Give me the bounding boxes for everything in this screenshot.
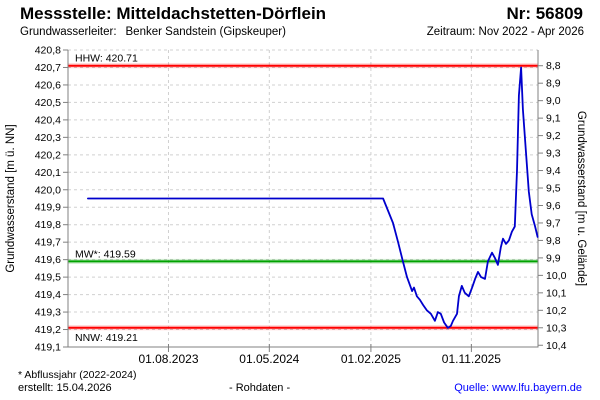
- y-left-tick-label: 420,2: [35, 149, 61, 161]
- y-left-tick-label: 420,7: [35, 62, 61, 74]
- y-right-tick-label: 10,2: [546, 305, 567, 317]
- y-right-tick-label: 9,1: [546, 113, 561, 125]
- y-left-tick-label: 419,9: [35, 202, 61, 214]
- y-right-tick-label: 9,2: [546, 130, 561, 142]
- hhw-label: HHW: 420.71: [75, 53, 138, 65]
- y-left-tick-label: 420,0: [35, 184, 61, 196]
- reference-lines: HHW: 420.71 MW*: 419.59 NNW: 419.21: [68, 53, 538, 344]
- period-label: Zeitraum: Nov 2022 - Apr 2026: [426, 26, 584, 38]
- nnw-label: NNW: 419.21: [75, 332, 138, 344]
- aquifer-label: Grundwasserleiter:: [20, 26, 117, 38]
- y-right-tick-label: 9,5: [546, 183, 561, 195]
- y-right-tick-label: 9,8: [546, 235, 561, 247]
- x-tick-label: 01.11.2025: [442, 352, 501, 366]
- footnote-abflussjahr: * Abflussjahr (2022-2024): [18, 369, 137, 381]
- y-right-tick-label: 9,4: [546, 165, 561, 177]
- y-left-tick-label: 419,8: [35, 219, 61, 231]
- y-right-tick-label: 9,3: [546, 148, 561, 160]
- y-left-tick-label: 420,6: [35, 79, 61, 91]
- y-left-tick-label: 419,2: [35, 324, 61, 336]
- y-right-tick-label: 9,9: [546, 252, 561, 264]
- data-type-label: - Rohdaten -: [229, 382, 291, 394]
- y-right-tick-label: 8,9: [546, 78, 561, 90]
- y-left-tick-label: 419,3: [35, 307, 61, 319]
- station-number: Nr: 56809: [506, 4, 583, 23]
- grid: [68, 49, 538, 348]
- plot-frame: [67, 50, 539, 348]
- water-level-series: [87, 66, 539, 329]
- y-right-tick-label: 9,7: [546, 217, 561, 229]
- x-tick-label: 01.05.2024: [239, 352, 299, 366]
- mw-label: MW*: 419.59: [75, 248, 136, 260]
- x-axis: 01.08.2023 01.05.2024 01.02.2025 01.11.2025: [138, 344, 501, 366]
- y-right-tick-label: 8,8: [546, 60, 561, 72]
- y-right-tick-label: 10,1: [546, 287, 567, 299]
- y-left-tick-label: 419,6: [35, 254, 61, 266]
- x-tick-label: 01.02.2025: [341, 352, 401, 366]
- y-axis-right: 8,8 8,9 9,0 9,1 9,2 9,3 9,4 9,5 9,6 9,7 9,8 9,9 10,0…: [538, 60, 567, 352]
- y-left-tick-label: 420,5: [35, 97, 61, 109]
- y-axis-left-title: Grundwasserstand [m ü. NN]: [5, 124, 17, 272]
- y-axis-right-title: Grundwasserstand [m u. Gelände]: [575, 111, 587, 286]
- page-title: Messstelle: Mitteldachstetten-Dörflein: [20, 4, 327, 23]
- aquifer-row: Grundwasserleiter: Benker Sandstein (Gips…: [20, 26, 286, 38]
- aquifer-value: Benker Sandstein (Gipskeuper): [125, 26, 286, 38]
- y-right-tick-label: 10,4: [546, 340, 567, 352]
- y-right-tick-label: 10,0: [546, 270, 567, 282]
- y-right-tick-label: 9,6: [546, 200, 561, 212]
- y-left-tick-label: 420,4: [35, 114, 61, 126]
- y-left-tick-label: 419,4: [35, 289, 61, 301]
- y-left-tick-label: 420,3: [35, 132, 61, 144]
- y-left-tick-label: 420,8: [35, 45, 61, 57]
- y-left-tick-label: 419,1: [35, 342, 61, 354]
- y-left-tick-label: 420,1: [35, 167, 61, 179]
- x-tick-label: 01.08.2023: [138, 352, 198, 366]
- y-right-tick-label: 10,3: [546, 322, 567, 334]
- created-date: erstellt: 15.04.2026: [18, 382, 112, 394]
- y-axis-left: 420,8 420,7 420,6 420,5 420,4 420,3 420,2 420,1…: [35, 45, 68, 354]
- source-link[interactable]: Quelle: www.lfu.bayern.de: [454, 382, 582, 394]
- y-left-tick-label: 419,5: [35, 272, 61, 284]
- y-right-tick-label: 9,0: [546, 95, 561, 107]
- y-left-tick-label: 419,7: [35, 237, 61, 249]
